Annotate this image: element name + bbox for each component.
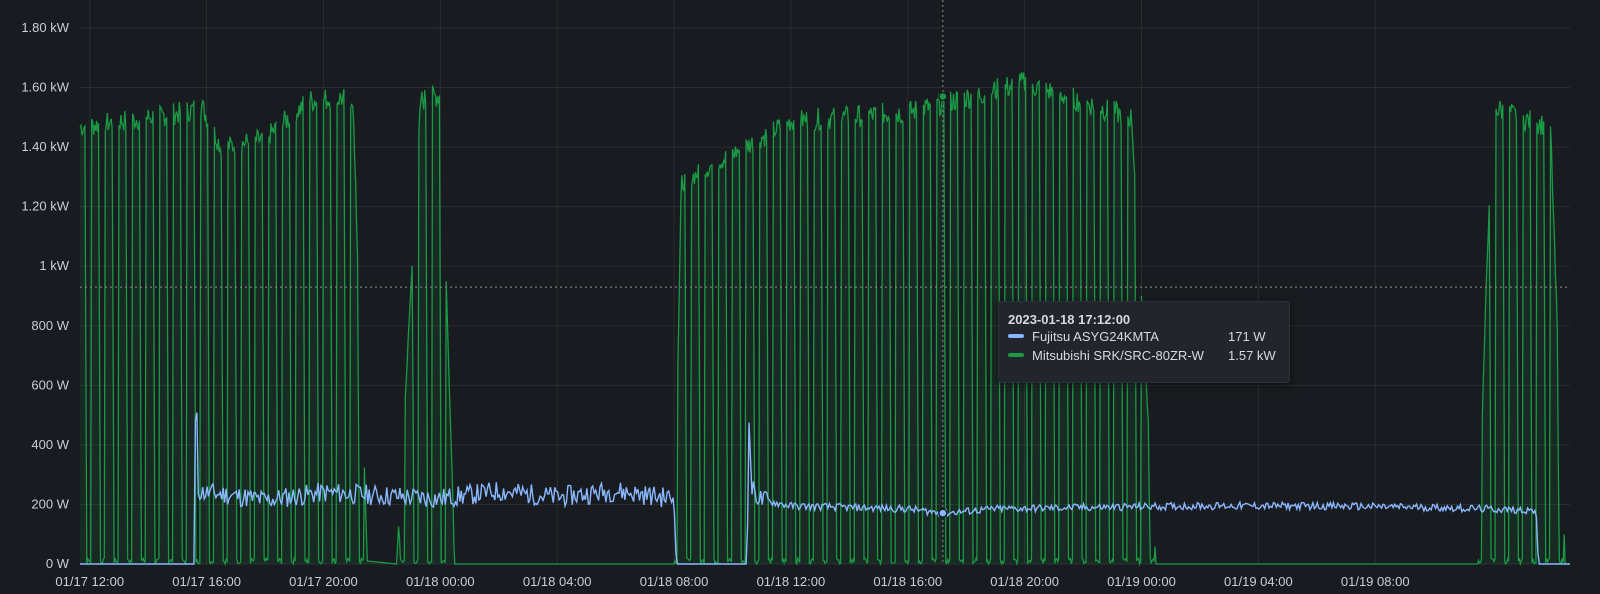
tooltip-series-value: 1.57 kW bbox=[1228, 347, 1276, 363]
x-axis: 01/17 12:00 01/17 16:00 01/17 20:00 01/18 0… bbox=[55, 574, 1409, 589]
tooltip-timestamp: 2023-01-18 17:12:00 bbox=[1008, 312, 1131, 327]
hover-tooltip: 2023-01-18 17:12:00 Fujitsu ASYG24KMTA 1… bbox=[998, 301, 1290, 383]
x-tick-label: 01/17 20:00 bbox=[289, 574, 358, 589]
x-tick-label: 01/18 04:00 bbox=[523, 574, 592, 589]
tooltip-series-name: Fujitsu ASYG24KMTA bbox=[1032, 328, 1159, 344]
crosshair bbox=[80, 0, 1570, 564]
y-tick-label: 400 W bbox=[31, 437, 69, 452]
y-tick-label: 0 W bbox=[46, 556, 70, 571]
x-tick-label: 01/19 08:00 bbox=[1341, 574, 1410, 589]
tooltip-series-name: Mitsubishi SRK/SRC-80ZR-W bbox=[1032, 347, 1204, 363]
series-area-mitsubishi bbox=[80, 72, 1570, 565]
y-tick-label: 200 W bbox=[31, 496, 69, 511]
y-tick-label: 600 W bbox=[31, 377, 69, 392]
x-tick-label: 01/18 00:00 bbox=[406, 574, 475, 589]
x-tick-label: 01/18 20:00 bbox=[990, 574, 1059, 589]
x-tick-label: 01/17 16:00 bbox=[172, 574, 241, 589]
hover-point-fujitsu bbox=[938, 508, 948, 518]
hover-point-mitsubishi bbox=[938, 91, 948, 102]
tooltip-swatch-fujitsu bbox=[1008, 334, 1024, 338]
y-tick-label: 1 kW bbox=[39, 258, 69, 273]
y-tick-label: 1.40 kW bbox=[21, 139, 69, 154]
tooltip-row-mitsubishi: Mitsubishi SRK/SRC-80ZR-W 1.57 kW bbox=[1008, 346, 1276, 364]
y-tick-label: 800 W bbox=[31, 318, 69, 333]
y-tick-label: 1.80 kW bbox=[21, 20, 69, 35]
x-tick-label: 01/19 00:00 bbox=[1107, 574, 1176, 589]
x-tick-label: 01/18 16:00 bbox=[873, 574, 942, 589]
y-axis: 0 W 200 W 400 W 600 W 800 W 1 kW 1.20 kW 1.40 k… bbox=[21, 20, 69, 571]
tooltip-row-fujitsu: Fujitsu ASYG24KMTA 171 W bbox=[1008, 327, 1266, 345]
tooltip-series-value: 171 W bbox=[1228, 328, 1266, 344]
series-line-mitsubishi bbox=[79, 72, 1570, 567]
plot-area bbox=[79, 72, 1570, 567]
x-tick-label: 01/18 08:00 bbox=[640, 574, 709, 589]
x-tick-label: 01/17 12:00 bbox=[55, 574, 124, 589]
y-tick-label: 1.60 kW bbox=[21, 80, 69, 95]
y-tick-label: 1.20 kW bbox=[21, 199, 69, 214]
x-tick-label: 01/19 04:00 bbox=[1224, 574, 1293, 589]
x-tick-label: 01/18 12:00 bbox=[757, 574, 826, 589]
tooltip-swatch-mitsubishi bbox=[1008, 353, 1024, 357]
series-line-fujitsu bbox=[80, 412, 1570, 565]
